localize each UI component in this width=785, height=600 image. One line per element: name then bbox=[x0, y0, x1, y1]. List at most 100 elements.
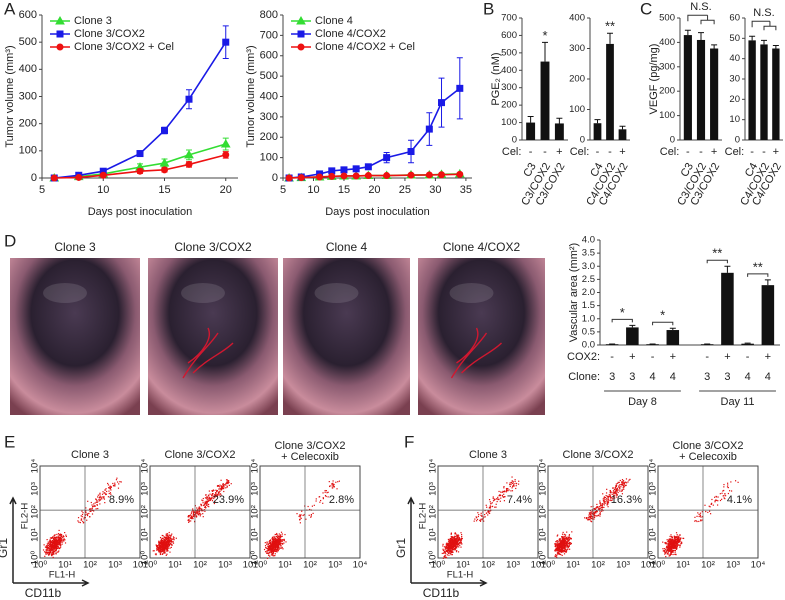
event-dot bbox=[454, 549, 457, 551]
event-dot bbox=[621, 481, 623, 483]
marker bbox=[340, 172, 348, 180]
event-dot bbox=[670, 543, 672, 545]
marker bbox=[352, 172, 360, 180]
row-value: + bbox=[765, 351, 771, 363]
event-dot bbox=[568, 535, 570, 537]
event-dot bbox=[331, 483, 333, 485]
event-dot bbox=[604, 501, 606, 503]
y-tick-label: 10¹ bbox=[30, 528, 41, 542]
x-tick-label: 10² bbox=[481, 560, 495, 571]
marker bbox=[297, 30, 305, 38]
event-dot bbox=[166, 533, 169, 535]
event-dot bbox=[226, 485, 228, 487]
row-value: + bbox=[556, 146, 562, 158]
event-dot bbox=[674, 549, 677, 552]
event-dot bbox=[272, 554, 274, 557]
event-dot bbox=[449, 538, 451, 540]
event-dot bbox=[269, 555, 271, 557]
event-dot bbox=[296, 513, 298, 515]
event-dot bbox=[276, 538, 278, 540]
event-dot bbox=[50, 552, 52, 554]
event-dot bbox=[55, 547, 57, 549]
event-dot bbox=[508, 489, 510, 491]
event-dot bbox=[609, 492, 611, 494]
error-bar bbox=[629, 324, 636, 328]
event-dot bbox=[52, 536, 54, 538]
event-dot bbox=[190, 514, 192, 516]
x-tick-label: 10² bbox=[193, 560, 207, 571]
event-dot bbox=[449, 544, 451, 546]
event-dot bbox=[670, 552, 672, 554]
event-dot bbox=[117, 487, 120, 489]
event-dot bbox=[46, 550, 48, 552]
event-dot bbox=[89, 516, 91, 518]
percent-label: 8.9% bbox=[109, 494, 134, 506]
event-dot bbox=[563, 550, 565, 553]
event-dot bbox=[730, 490, 733, 492]
event-dot bbox=[53, 535, 55, 537]
event-dot bbox=[57, 538, 60, 541]
event-dot bbox=[444, 551, 446, 554]
event-dot bbox=[272, 544, 274, 546]
event-dot bbox=[298, 515, 300, 517]
event-dot bbox=[46, 546, 48, 548]
event-dot bbox=[50, 542, 52, 544]
event-dot bbox=[58, 544, 61, 546]
event-dot bbox=[96, 504, 98, 506]
event-dot bbox=[271, 538, 273, 540]
event-dot bbox=[512, 484, 515, 486]
event-dot bbox=[52, 540, 54, 543]
event-dot bbox=[62, 536, 64, 538]
marker bbox=[364, 163, 372, 171]
event-dot bbox=[192, 514, 194, 516]
event-dot bbox=[598, 507, 600, 510]
event-dot bbox=[667, 551, 669, 553]
event-dot bbox=[198, 506, 201, 508]
event-dot bbox=[49, 545, 51, 548]
event-dot bbox=[207, 494, 210, 496]
event-dot bbox=[441, 552, 443, 555]
event-dot bbox=[219, 486, 221, 488]
event-dot bbox=[299, 516, 301, 518]
event-dot bbox=[492, 497, 494, 499]
event-dot bbox=[52, 553, 54, 555]
event-dot bbox=[556, 535, 558, 537]
event-dot bbox=[615, 486, 617, 488]
event-dot bbox=[671, 542, 673, 545]
event-dot bbox=[620, 483, 622, 486]
event-dot bbox=[324, 489, 326, 492]
event-dot bbox=[56, 544, 58, 546]
event-dot bbox=[562, 531, 564, 534]
event-dot bbox=[514, 480, 516, 483]
event-dot bbox=[496, 498, 498, 500]
event-dot bbox=[585, 517, 588, 519]
event-dot bbox=[672, 539, 674, 542]
event-dot bbox=[171, 539, 173, 541]
event-dot bbox=[498, 498, 500, 500]
event-dot bbox=[97, 501, 99, 503]
event-dot bbox=[448, 552, 450, 554]
event-dot bbox=[601, 505, 603, 507]
row-value: - bbox=[596, 146, 600, 158]
event-dot bbox=[162, 548, 165, 550]
event-dot bbox=[589, 515, 591, 518]
event-dot bbox=[674, 538, 677, 540]
vessels bbox=[450, 327, 502, 379]
marker bbox=[425, 125, 433, 133]
row-value: 4 bbox=[745, 371, 751, 383]
event-dot bbox=[175, 537, 177, 539]
bar bbox=[666, 330, 680, 345]
events bbox=[662, 480, 739, 558]
event-dot bbox=[222, 483, 224, 485]
marker-arrows bbox=[9, 496, 90, 587]
event-dot bbox=[566, 549, 568, 551]
event-dot bbox=[271, 547, 273, 549]
event-dot bbox=[442, 548, 444, 550]
event-dot bbox=[675, 543, 677, 545]
event-dot bbox=[459, 544, 461, 546]
y-tick-label: 100 bbox=[659, 110, 675, 121]
legend-label: Clone 3/COX2 bbox=[74, 28, 145, 40]
marker bbox=[407, 148, 415, 156]
event-dot bbox=[97, 494, 99, 496]
